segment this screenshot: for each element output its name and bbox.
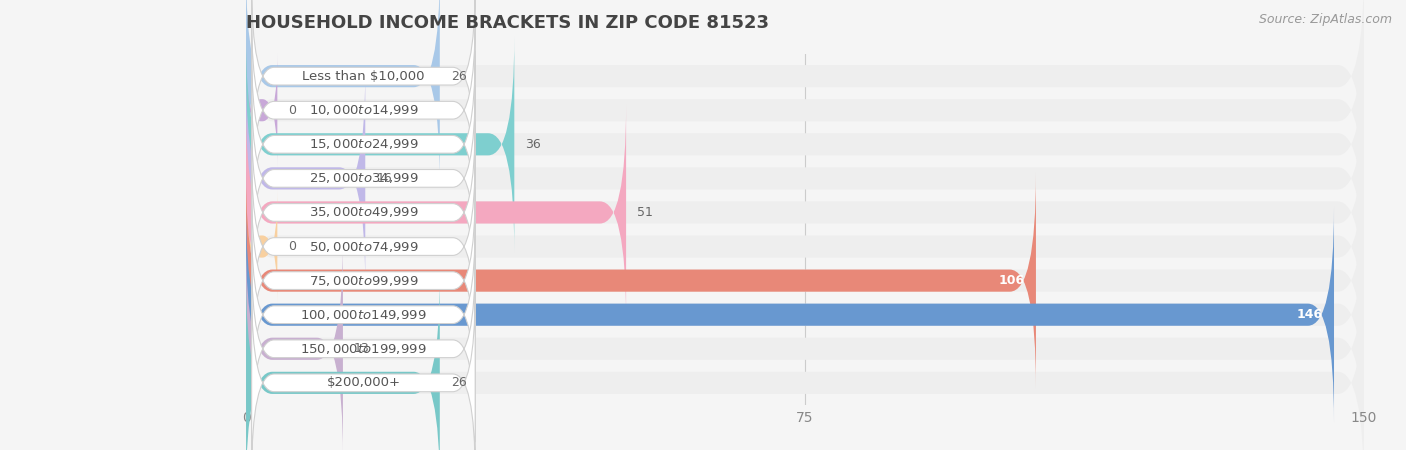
Text: $150,000 to $199,999: $150,000 to $199,999	[299, 342, 426, 356]
FancyBboxPatch shape	[246, 0, 440, 184]
FancyBboxPatch shape	[252, 17, 475, 203]
FancyBboxPatch shape	[246, 172, 1364, 389]
FancyBboxPatch shape	[252, 51, 475, 238]
FancyBboxPatch shape	[246, 241, 343, 450]
Text: $25,000 to $34,999: $25,000 to $34,999	[308, 171, 418, 185]
FancyBboxPatch shape	[252, 221, 475, 408]
Text: 51: 51	[637, 206, 654, 219]
Text: $10,000 to $14,999: $10,000 to $14,999	[308, 103, 418, 117]
Text: 106: 106	[998, 274, 1025, 287]
Text: 13: 13	[354, 342, 370, 355]
Text: 26: 26	[451, 376, 467, 389]
Text: 36: 36	[526, 138, 541, 151]
Text: 16: 16	[377, 172, 392, 185]
FancyBboxPatch shape	[246, 274, 440, 450]
FancyBboxPatch shape	[252, 256, 475, 442]
Text: $15,000 to $24,999: $15,000 to $24,999	[308, 137, 418, 151]
Text: 0: 0	[288, 240, 297, 253]
FancyBboxPatch shape	[246, 274, 1364, 450]
Text: $100,000 to $149,999: $100,000 to $149,999	[299, 308, 426, 322]
Text: $75,000 to $99,999: $75,000 to $99,999	[308, 274, 418, 288]
Text: 0: 0	[288, 104, 297, 117]
Text: $50,000 to $74,999: $50,000 to $74,999	[308, 239, 418, 253]
FancyBboxPatch shape	[246, 172, 1036, 389]
FancyBboxPatch shape	[246, 70, 366, 287]
FancyBboxPatch shape	[246, 0, 1364, 184]
Text: 26: 26	[451, 70, 467, 83]
FancyBboxPatch shape	[252, 289, 475, 450]
FancyBboxPatch shape	[246, 104, 1364, 321]
FancyBboxPatch shape	[252, 85, 475, 272]
FancyBboxPatch shape	[252, 187, 475, 374]
Text: $200,000+: $200,000+	[326, 376, 401, 389]
FancyBboxPatch shape	[246, 241, 1364, 450]
Text: $35,000 to $49,999: $35,000 to $49,999	[308, 206, 418, 220]
Text: 146: 146	[1296, 308, 1323, 321]
FancyBboxPatch shape	[252, 0, 475, 170]
FancyBboxPatch shape	[246, 189, 277, 304]
FancyBboxPatch shape	[252, 119, 475, 306]
FancyBboxPatch shape	[246, 2, 1364, 218]
FancyBboxPatch shape	[246, 36, 515, 252]
FancyBboxPatch shape	[246, 138, 1364, 355]
FancyBboxPatch shape	[246, 70, 1364, 287]
FancyBboxPatch shape	[246, 36, 1364, 252]
FancyBboxPatch shape	[252, 153, 475, 340]
FancyBboxPatch shape	[246, 53, 277, 167]
Text: Source: ZipAtlas.com: Source: ZipAtlas.com	[1258, 14, 1392, 27]
FancyBboxPatch shape	[246, 104, 626, 321]
FancyBboxPatch shape	[246, 207, 1334, 423]
FancyBboxPatch shape	[246, 207, 1364, 423]
Text: HOUSEHOLD INCOME BRACKETS IN ZIP CODE 81523: HOUSEHOLD INCOME BRACKETS IN ZIP CODE 81…	[246, 14, 769, 32]
Text: Less than $10,000: Less than $10,000	[302, 70, 425, 83]
